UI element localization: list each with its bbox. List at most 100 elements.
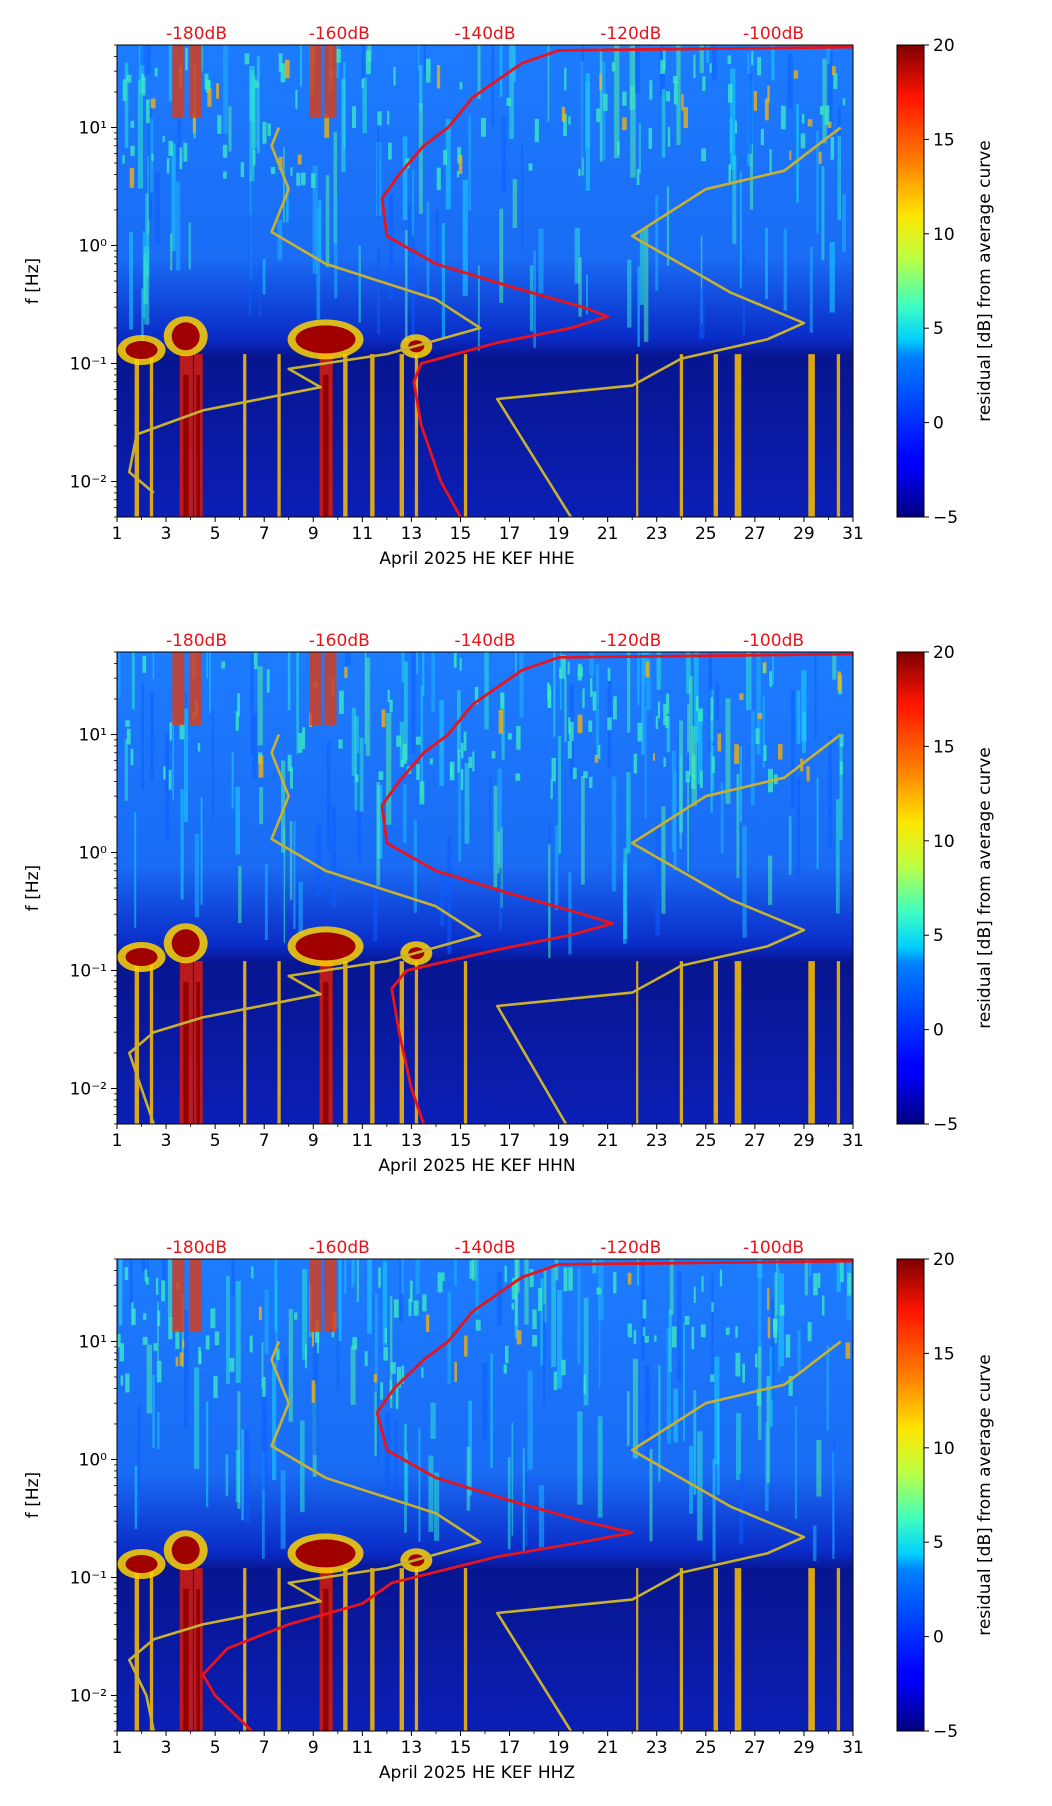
y-tick-label: 10¹: [79, 118, 107, 138]
texture-streak: [828, 735, 832, 848]
speckle: [727, 55, 732, 64]
speckle: [146, 99, 150, 124]
colorbar-label: residual [dB] from average curve: [975, 1354, 995, 1635]
x-tick-label: 23: [646, 1131, 668, 1151]
texture-streak: [259, 787, 264, 825]
speckle: [779, 1304, 785, 1316]
speckle: [151, 153, 154, 161]
speckle: [652, 753, 656, 761]
burst-column: [243, 961, 247, 1124]
burst-column: [713, 961, 719, 1124]
speckle: [725, 1327, 730, 1335]
speckle: [709, 63, 712, 73]
speckle: [416, 764, 420, 781]
texture-streak: [325, 175, 330, 268]
texture-streak: [842, 194, 847, 252]
texture-streak: [732, 155, 737, 244]
speckle: [751, 51, 754, 66]
burst-column: [679, 354, 684, 517]
speckle: [235, 711, 239, 731]
speckle: [528, 163, 533, 171]
texture-streak: [258, 264, 261, 318]
burst-column: [679, 961, 684, 1124]
speckle: [251, 1266, 254, 1279]
speckle: [534, 118, 539, 143]
texture-streak: [145, 220, 148, 263]
texture-streak: [710, 715, 713, 813]
speckle: [663, 757, 666, 767]
speckle: [583, 1374, 587, 1395]
speckle: [551, 758, 556, 782]
top-db-label: -160dB: [309, 631, 370, 651]
speckle: [578, 168, 581, 177]
texture-streak: [249, 70, 255, 182]
texture-streak: [212, 709, 214, 820]
colorbar-tick-label: 0: [933, 1628, 944, 1648]
speckle: [154, 67, 158, 77]
texture-streak: [152, 1374, 155, 1448]
speckle: [459, 658, 462, 671]
top-db-label: -160dB: [309, 1238, 370, 1258]
speckle: [800, 133, 806, 149]
speckle: [400, 759, 405, 768]
texture-streak: [411, 169, 415, 237]
speckle: [163, 766, 166, 780]
texture-streak: [548, 844, 551, 958]
texture-streak: [489, 775, 492, 872]
speckle: [378, 771, 384, 780]
texture-streak: [312, 165, 318, 274]
speckle: [813, 1273, 818, 1296]
x-tick-label: 7: [259, 1738, 270, 1758]
texture-streak: [686, 652, 691, 695]
texture-streak: [832, 1451, 835, 1560]
texture-streak: [262, 258, 266, 295]
texture-streak: [194, 1367, 200, 1469]
texture-streak: [272, 1363, 277, 1481]
texture-streak: [739, 746, 742, 822]
reference-model-line: [495, 126, 842, 517]
texture-streak: [637, 266, 640, 347]
speckle: [409, 1280, 413, 1303]
texture-streak: [388, 194, 393, 301]
speckle: [842, 98, 846, 106]
x-tick-label: 27: [744, 524, 766, 544]
texture-streak: [140, 45, 146, 66]
texture-streak: [261, 1342, 264, 1389]
texture-streak: [235, 1450, 241, 1503]
speckle: [364, 1351, 368, 1366]
texture-streak: [359, 737, 364, 812]
texture-streak: [767, 855, 773, 906]
reference-model-line: [495, 1340, 842, 1731]
texture-streak: [791, 690, 795, 808]
texture-streak: [364, 652, 367, 745]
x-axis-label: April 2025 HE KEF HHN: [378, 1156, 575, 1176]
speckle: [216, 83, 219, 99]
microseism-core: [171, 1536, 200, 1565]
speckle: [311, 1330, 315, 1347]
texture-streak: [433, 1472, 440, 1541]
speckle: [252, 149, 256, 166]
speckle: [561, 654, 566, 679]
speckle: [460, 769, 464, 790]
burst-column: [414, 961, 419, 1124]
burst-column: [399, 1568, 404, 1731]
burst-column: [277, 354, 281, 517]
burst-column: [149, 1568, 154, 1731]
texture-streak: [499, 45, 503, 97]
x-tick-label: 9: [308, 524, 319, 544]
texture-streak: [287, 652, 291, 711]
spectrogram-image: [117, 652, 853, 1124]
texture-streak: [585, 73, 591, 191]
speckle: [146, 1276, 149, 1285]
texture-streak: [491, 45, 494, 127]
texture-streak: [839, 743, 843, 840]
burst-column: [463, 354, 468, 517]
speckle: [511, 1277, 517, 1300]
speckle: [387, 689, 390, 702]
speckle: [611, 62, 616, 72]
speckle: [388, 142, 392, 160]
speckle: [278, 156, 283, 170]
texture-streak: [586, 274, 588, 315]
texture-streak: [261, 1452, 265, 1559]
